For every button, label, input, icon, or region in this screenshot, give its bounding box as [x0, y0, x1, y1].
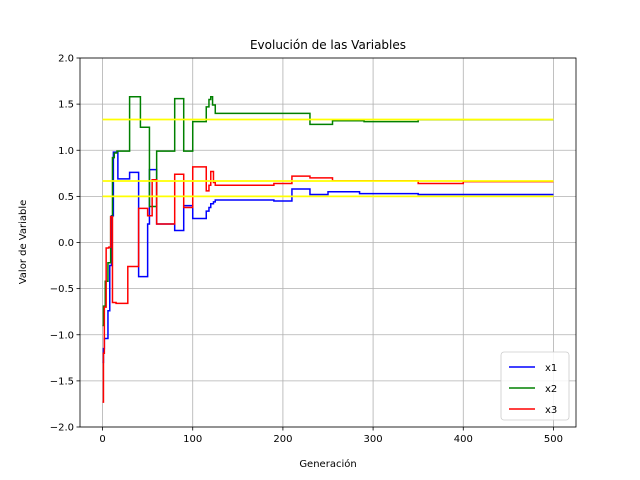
y-tick-label: −1.0: [50, 330, 74, 341]
y-tick-label: 0.5: [58, 192, 74, 203]
series-line-x1: [102, 151, 554, 364]
y-tick-label: 1.5: [58, 100, 74, 111]
legend-box: [500, 351, 570, 421]
series-line-x3: [102, 166, 554, 403]
y-tick-label: 0.0: [58, 238, 74, 249]
legend-label-x3: x3: [545, 405, 557, 416]
plot-area: [79, 57, 577, 428]
x-tick-label: 0: [99, 434, 105, 445]
x-tick-label: 300: [364, 434, 383, 445]
x-tick-label: 200: [273, 434, 292, 445]
y-tick-label: −1.5: [50, 376, 74, 387]
legend-label-x1: x1: [545, 363, 557, 374]
legend: x1 x2 x3: [500, 351, 570, 421]
x-axis: 0 100 200 300 400 500: [99, 427, 563, 445]
chart-title: Evolución de las Variables: [250, 38, 406, 52]
y-tick-label: 1.0: [58, 146, 74, 157]
y-tick-label: −2.0: [50, 423, 74, 434]
reference-lines: [102, 118, 554, 198]
series-layer: [102, 96, 554, 403]
x-tick-label: 400: [454, 434, 473, 445]
y-axis: −2.0 −1.5 −1.0 −0.5 0.0 0.5 1.0 1.5 2.0: [50, 54, 80, 434]
legend-label-x2: x2: [545, 384, 557, 395]
x-tick-label: 500: [544, 434, 563, 445]
x-axis-label: Generación: [299, 458, 356, 470]
y-axis-label: Valor de Variable: [18, 200, 29, 285]
y-tick-label: −0.5: [50, 284, 74, 295]
x-tick-label: 100: [183, 434, 202, 445]
y-tick-label: 2.0: [58, 54, 74, 65]
